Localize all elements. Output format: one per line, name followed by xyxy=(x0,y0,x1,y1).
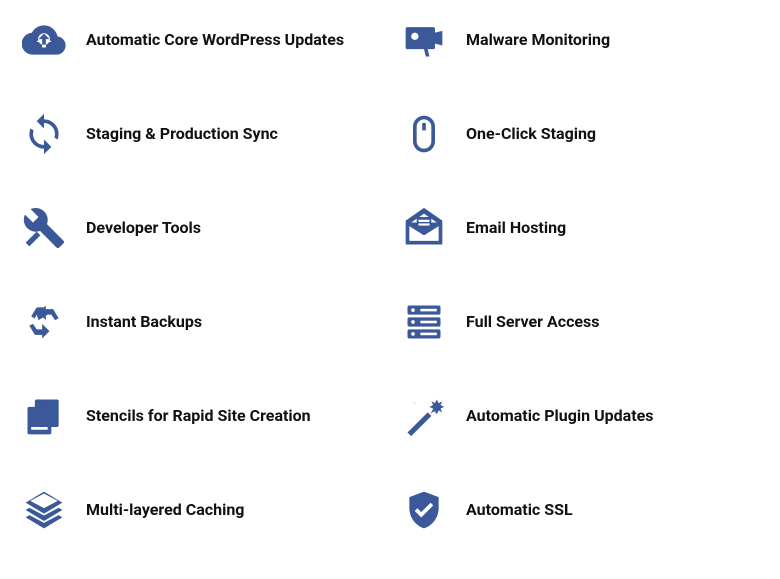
feature-item: Malware Monitoring xyxy=(400,16,760,64)
layers-icon xyxy=(20,486,68,534)
tools-icon xyxy=(20,204,68,252)
feature-label: One-Click Staging xyxy=(466,124,596,145)
feature-label: Automatic SSL xyxy=(466,500,573,521)
shield-check-icon xyxy=(400,486,448,534)
feature-label: Developer Tools xyxy=(86,218,201,239)
feature-label: Automatic Plugin Updates xyxy=(466,406,653,427)
feature-item: Stencils for Rapid Site Creation xyxy=(20,392,380,440)
feature-label: Full Server Access xyxy=(466,312,599,333)
mouse-icon xyxy=(400,110,448,158)
copy-icon xyxy=(20,392,68,440)
wand-icon xyxy=(400,392,448,440)
feature-item: Full Server Access xyxy=(400,298,760,346)
feature-label: Email Hosting xyxy=(466,218,566,239)
feature-grid: Automatic Core WordPress Updates Malware… xyxy=(20,16,760,534)
feature-item: Developer Tools xyxy=(20,204,380,252)
feature-item: Email Hosting xyxy=(400,204,760,252)
feature-item: Automatic SSL xyxy=(400,486,760,534)
recycle-icon xyxy=(20,298,68,346)
feature-item: Automatic Core WordPress Updates xyxy=(20,16,380,64)
feature-label: Staging & Production Sync xyxy=(86,124,278,145)
email-icon xyxy=(400,204,448,252)
feature-item: One-Click Staging xyxy=(400,110,760,158)
server-icon xyxy=(400,298,448,346)
feature-label: Multi-layered Caching xyxy=(86,500,244,521)
feature-item: Instant Backups xyxy=(20,298,380,346)
camera-icon xyxy=(400,16,448,64)
sync-icon xyxy=(20,110,68,158)
feature-label: Automatic Core WordPress Updates xyxy=(86,30,344,51)
feature-label: Stencils for Rapid Site Creation xyxy=(86,406,311,427)
feature-item: Staging & Production Sync xyxy=(20,110,380,158)
cloud-download-icon xyxy=(20,16,68,64)
feature-label: Malware Monitoring xyxy=(466,30,610,51)
feature-label: Instant Backups xyxy=(86,312,202,333)
feature-item: Automatic Plugin Updates xyxy=(400,392,760,440)
feature-item: Multi-layered Caching xyxy=(20,486,380,534)
